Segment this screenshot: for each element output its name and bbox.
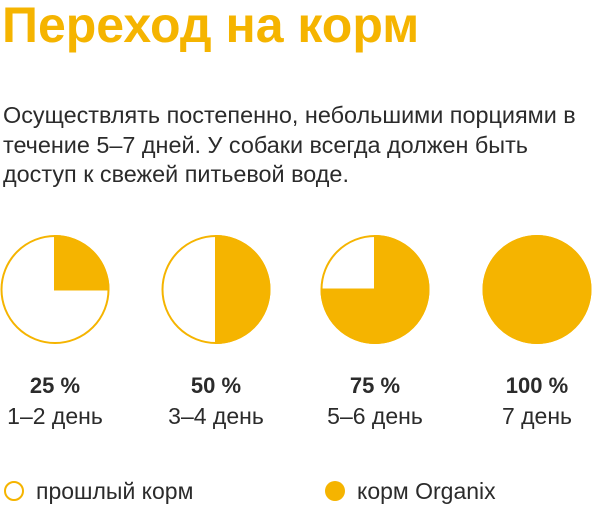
pie-25-label-group: 25 % 1–2 день — [0, 372, 125, 432]
pie-25-day-label: 1–2 день — [7, 403, 103, 429]
pie-75-percent-label: 75 % — [349, 373, 401, 398]
legend-item-organix: корм Organix — [325, 474, 496, 508]
pie-100-day-label: 7 день — [501, 403, 573, 429]
pie-25-percent-label: 25 % — [29, 373, 81, 398]
pie-50-day-label: 3–4 день — [168, 403, 264, 429]
pie-75-label-group: 75 % 5–6 день — [305, 372, 445, 432]
page-title: Переход на корм — [2, 0, 420, 53]
pie-chart-row — [0, 234, 592, 345]
pie-50-organix-slice — [215, 234, 271, 345]
intro-text: Осуществлять постепенно, небольшими порц… — [3, 102, 576, 187]
pie-50-label-group: 50 % 3–4 день — [146, 372, 286, 432]
pie-100-label-group: 100 % 7 день — [467, 372, 592, 432]
pie-100-organix-slice — [482, 235, 592, 344]
legend-filled-circle-icon — [325, 481, 345, 501]
legend-item-old-food: прошлый корм — [4, 474, 193, 508]
legend-label-organix: корм Organix — [357, 478, 496, 504]
pie-75-organix-slice — [320, 234, 430, 344]
legend-outline-circle-icon — [4, 481, 24, 501]
pie-25-organix-slice — [54, 234, 110, 291]
pie-75-day-label: 5–6 день — [327, 403, 423, 429]
legend-label-old-food: прошлый корм — [36, 478, 194, 504]
pie-100-percent-label: 100 % — [505, 373, 569, 398]
pie-50-percent-label: 50 % — [190, 373, 242, 398]
